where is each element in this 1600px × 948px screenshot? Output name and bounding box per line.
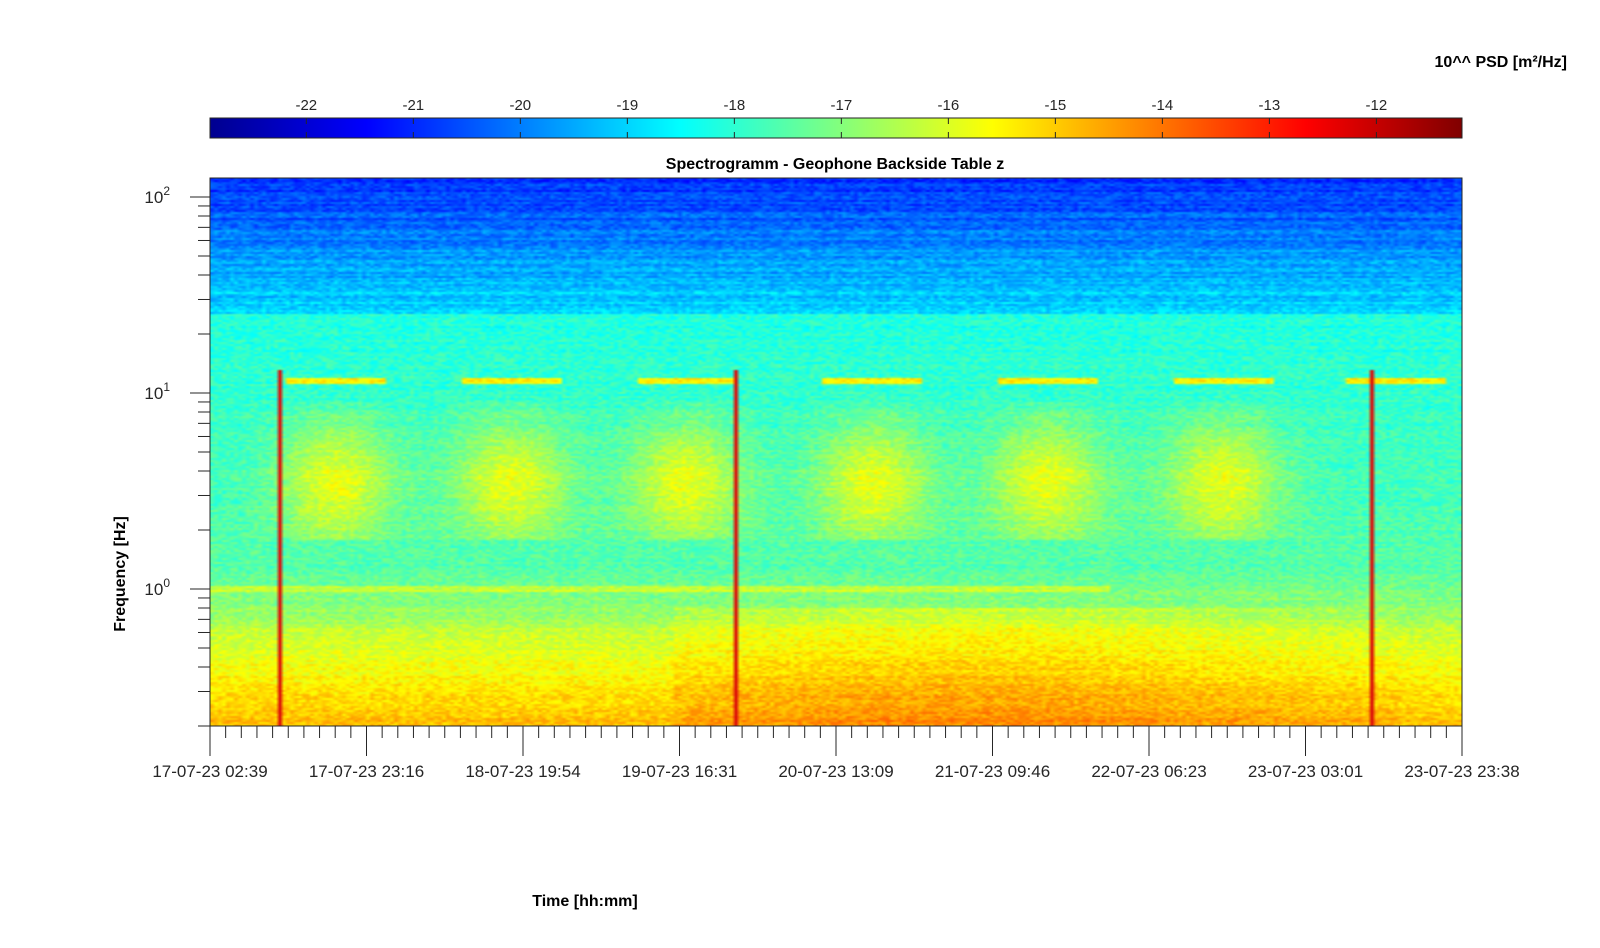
colorbar-tick-label: -15 xyxy=(1045,97,1067,114)
colorbar-ticks: -22 -21 -20 -19 -18 -17 -16 -15 -14 -13 -12 xyxy=(295,97,1387,138)
x-tick-label: 17-07-23 23:16 xyxy=(309,762,424,781)
x-tick-label: 18-07-23 19:54 xyxy=(465,762,580,781)
colorbar-tick-label: -19 xyxy=(616,97,638,114)
y-axis-label: Frequency [Hz] xyxy=(112,516,129,632)
y-tick-label: 102 xyxy=(144,184,170,207)
x-tick-label: 19-07-23 16:31 xyxy=(622,762,737,781)
y-tick-label: 100 xyxy=(144,576,170,599)
colorbar-tick-label: -18 xyxy=(723,97,745,114)
y-tick-label: 101 xyxy=(144,380,170,403)
x-tick-label: 23-07-23 23:38 xyxy=(1404,762,1519,781)
colorbar-tick-label: -12 xyxy=(1366,97,1388,114)
colorbar-tick-label: -21 xyxy=(402,97,424,114)
colorbar xyxy=(209,117,1463,139)
colorbar-tick-label: -22 xyxy=(295,97,317,114)
colorbar-tick-label: -13 xyxy=(1259,97,1281,114)
x-tick-label: 17-07-23 02:39 xyxy=(152,762,267,781)
colorbar-tick-label: -20 xyxy=(509,97,531,114)
spectrogram-plot-area xyxy=(210,178,1462,726)
chart-title: Spectrogramm - Geophone Backside Table z xyxy=(666,156,1004,173)
x-tick-label: 23-07-23 03:01 xyxy=(1248,762,1363,781)
colorbar-label: 10^^ PSD [m²/Hz] xyxy=(1435,54,1567,71)
spectrogram-image xyxy=(210,178,1462,726)
colorbar-tick-label: -14 xyxy=(1152,97,1174,114)
x-tick-label: 21-07-23 09:46 xyxy=(935,762,1050,781)
x-tick-label: 22-07-23 06:23 xyxy=(1091,762,1206,781)
x-axis: 17-07-23 02:39 17-07-23 23:16 18-07-23 19:… xyxy=(152,726,1520,781)
colorbar-tick-label: -16 xyxy=(938,97,960,114)
y-axis: 100 101 102 xyxy=(144,184,210,727)
colorbar-tick-label: -17 xyxy=(831,97,853,114)
x-tick-label: 20-07-23 13:09 xyxy=(778,762,893,781)
x-axis-label: Time [hh:mm] xyxy=(532,893,637,910)
